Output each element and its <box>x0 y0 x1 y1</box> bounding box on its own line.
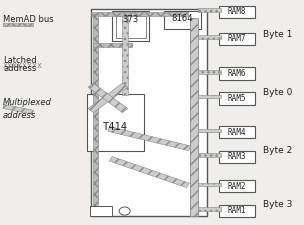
Bar <box>219 151 255 163</box>
Bar <box>219 180 255 192</box>
Bar <box>198 153 221 157</box>
Text: RAM6: RAM6 <box>228 69 246 78</box>
Bar <box>219 205 255 217</box>
Text: Multiplexed: Multiplexed <box>3 98 52 107</box>
Bar <box>93 14 98 216</box>
Bar <box>198 70 221 74</box>
Bar <box>198 35 221 39</box>
Bar <box>108 126 191 151</box>
Bar <box>112 11 149 40</box>
Bar <box>109 157 189 188</box>
Text: Byte 3: Byte 3 <box>263 200 292 209</box>
Circle shape <box>119 207 130 215</box>
Bar <box>190 18 198 216</box>
Bar <box>91 12 188 16</box>
Text: address: address <box>3 64 36 73</box>
Text: RAM5: RAM5 <box>228 94 246 103</box>
Text: RAM8: RAM8 <box>228 7 246 16</box>
Bar <box>219 126 255 138</box>
Bar <box>122 16 128 94</box>
Bar <box>3 104 34 114</box>
Text: xxxxxxxx: xxxxxxxx <box>3 61 43 70</box>
Text: Byte 1: Byte 1 <box>263 30 292 39</box>
Bar <box>219 92 255 105</box>
Bar <box>87 94 144 151</box>
Bar <box>219 6 255 18</box>
Bar <box>164 11 201 29</box>
Text: 8164: 8164 <box>172 14 193 23</box>
Bar <box>90 206 112 216</box>
Text: RAM1: RAM1 <box>228 207 246 216</box>
Bar <box>91 9 207 216</box>
Bar <box>88 83 128 112</box>
Text: 373: 373 <box>123 15 139 24</box>
Bar <box>198 207 221 211</box>
Text: MemAD bus: MemAD bus <box>3 15 54 24</box>
Text: Latched: Latched <box>3 56 37 65</box>
Bar <box>198 95 221 98</box>
Text: Byte 2: Byte 2 <box>263 146 292 155</box>
Text: T414: T414 <box>103 122 128 132</box>
Bar <box>219 68 255 80</box>
Bar <box>198 8 221 12</box>
Bar <box>3 23 33 26</box>
Bar <box>88 83 128 112</box>
Bar <box>93 43 132 47</box>
Text: RAM4: RAM4 <box>228 128 246 137</box>
Bar <box>198 128 221 132</box>
Text: Byte 0: Byte 0 <box>263 88 292 97</box>
Text: address: address <box>3 111 36 120</box>
Bar <box>219 33 255 45</box>
Bar <box>116 16 146 38</box>
Text: RAM2: RAM2 <box>228 182 246 191</box>
Bar <box>198 182 221 186</box>
Text: RAM3: RAM3 <box>228 153 246 161</box>
Text: RAM7: RAM7 <box>228 34 246 43</box>
